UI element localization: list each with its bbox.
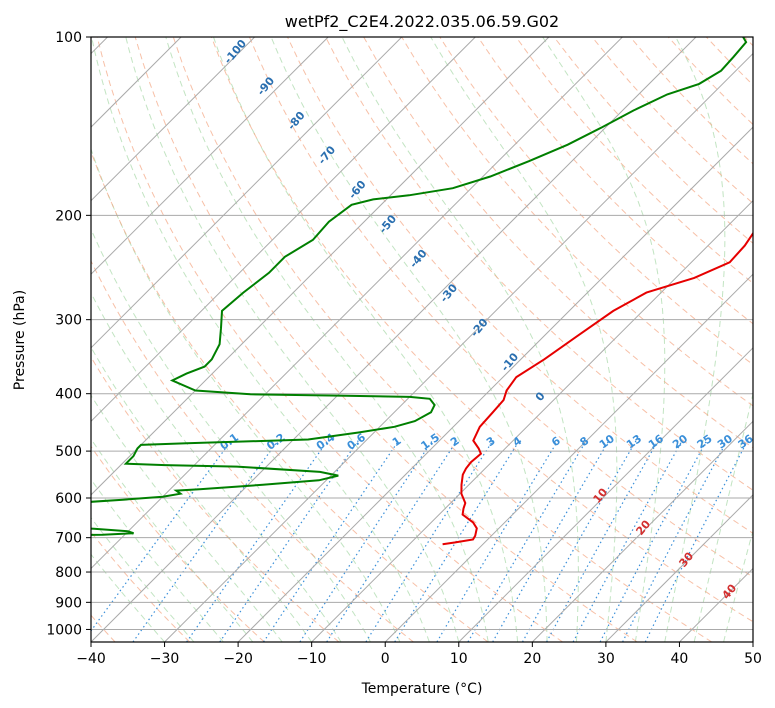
mixing-ratio-line	[467, 440, 587, 642]
x-axis-label: Temperature (°C)	[361, 681, 483, 697]
moist-adiabat-line	[723, 528, 753, 642]
moist-adiabat-line	[693, 391, 753, 642]
moist-adiabat-line	[91, 478, 224, 642]
x-tick-label: 20	[523, 651, 541, 667]
y-axis-ticks: 1000 900 800 700 600 500 400 300 200 100	[46, 30, 91, 638]
dry-adiabat-line	[134, 37, 638, 642]
mixing-ratio-line	[186, 440, 329, 642]
dewpoint-profile-line	[91, 37, 748, 536]
isotherm-line	[605, 494, 753, 642]
moist-adiabat-line	[91, 516, 195, 642]
mixing-ratio-line	[394, 440, 520, 642]
dry-adiabat-line	[325, 37, 753, 491]
isotherm-line	[91, 37, 403, 349]
isotherm-line	[91, 37, 476, 423]
moist-adiabat-line	[213, 37, 519, 642]
moist-adiabat-line	[125, 37, 460, 642]
mixing-ratio-line	[644, 440, 749, 642]
y-tick-label: 900	[55, 595, 82, 611]
x-tick-label: 50	[744, 651, 762, 667]
mixing-ratio-line	[599, 440, 708, 642]
y-axis-label: Pressure (hPa)	[12, 290, 28, 390]
x-tick-label: −20	[223, 651, 253, 667]
mixing-ratio-label: 36	[736, 432, 756, 452]
dry-adiabat-line	[515, 37, 753, 284]
moist-adiabat-line	[270, 37, 548, 642]
x-tick-label: −30	[150, 651, 180, 667]
mixing-ratio-line	[622, 440, 728, 642]
moist-adiabat-line	[341, 37, 579, 642]
dry-adiabat-line	[91, 259, 414, 642]
isotherm-line	[91, 37, 623, 570]
dry-adiabat-line	[248, 37, 753, 578]
isotherm-line	[311, 199, 753, 642]
moist-adiabat-line	[430, 37, 618, 642]
chart-title: wetPf2_C2E4.2022.035.06.59.G02	[285, 12, 559, 32]
dry-adiabat-line	[210, 37, 753, 623]
y-tick-label: 500	[55, 444, 82, 460]
x-tick-label: 40	[671, 651, 689, 667]
dry-adiabat-line	[172, 37, 713, 642]
mixing-ratio-line	[365, 440, 494, 642]
isotherm-line	[91, 37, 329, 275]
isotherm-line	[91, 37, 256, 202]
y-tick-label: 800	[55, 565, 82, 581]
dry-adiabat-line	[287, 37, 753, 534]
moist-adiabat-line	[91, 37, 430, 642]
x-tick-label: −40	[76, 651, 106, 667]
isotherm-line	[531, 420, 753, 642]
dry-adiabats	[91, 37, 753, 642]
isobars	[91, 37, 753, 630]
y-tick-label: 200	[55, 208, 82, 224]
isotherms	[91, 37, 753, 642]
x-axis-ticks: −40 −30 −20 −10 0 10 20 30 40 50	[76, 642, 762, 667]
moist-adiabat-line	[91, 438, 254, 642]
mixing-ratio-line	[299, 440, 433, 642]
moist-adiabat-line	[91, 227, 371, 642]
isotherm-line	[164, 52, 753, 642]
moist-adiabat-line	[91, 553, 165, 642]
y-tick-label: 100	[55, 30, 82, 46]
mixing-ratio-line	[436, 440, 559, 642]
plot-frame	[90, 36, 754, 643]
x-tick-label: 30	[597, 651, 615, 667]
moist-adiabat-line	[542, 37, 666, 642]
mixing-ratio-line	[132, 440, 279, 642]
y-tick-label: 700	[55, 531, 82, 547]
dry-adiabat-line	[91, 445, 265, 642]
moist-adiabat-line	[91, 291, 342, 642]
temperature-profile-line	[442, 231, 753, 546]
y-tick-label: 1000	[46, 622, 82, 638]
mixing-ratio-line	[492, 440, 610, 642]
isotherm-line	[91, 37, 697, 642]
mixing-ratio-lines	[91, 440, 749, 642]
isotherm-line	[237, 126, 753, 642]
profiles	[91, 37, 753, 546]
mixing-ratio-line	[546, 440, 659, 642]
plot-area: 0.1 0.2 0.4 0.6 1 1.5 2 3 4 6 8 10 13 16 20 25 30 36-100-…	[91, 37, 756, 642]
y-tick-label: 300	[55, 313, 82, 329]
isotherm-line	[384, 273, 753, 642]
x-tick-label: 10	[450, 651, 468, 667]
mixing-ratio-line	[521, 440, 637, 642]
x-tick-label: −10	[297, 651, 327, 667]
isotherm-line	[458, 347, 753, 642]
moist-adiabat-line	[664, 37, 726, 642]
dry-adiabat-line	[96, 37, 563, 642]
y-tick-label: 400	[55, 387, 82, 403]
mixing-ratio-line	[572, 440, 683, 642]
x-tick-label: 0	[381, 651, 390, 667]
y-tick-label: 600	[55, 491, 82, 507]
isotherm-line	[91, 37, 550, 496]
